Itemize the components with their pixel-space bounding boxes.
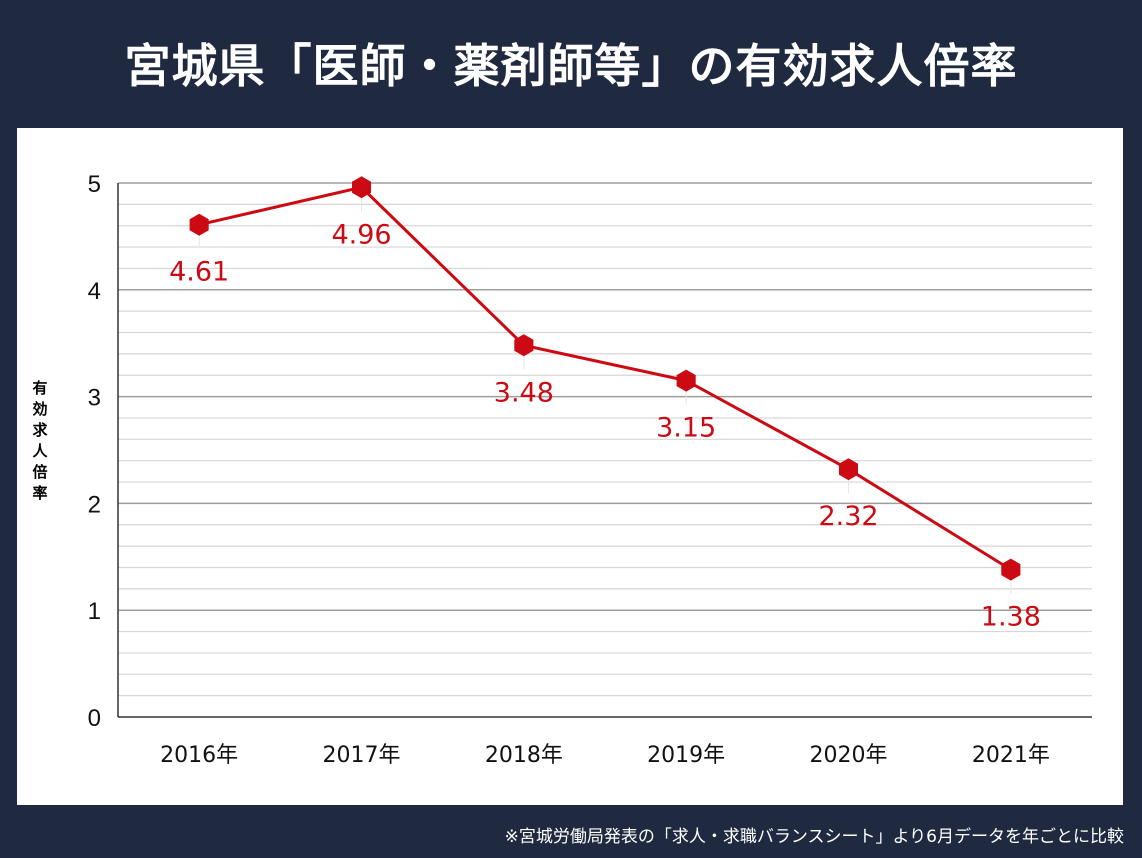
y-tick-label: 1 (88, 598, 101, 625)
series-line (198, 185, 1012, 571)
x-tick-label: 2019年 (647, 743, 725, 768)
data-label: 2.32 (818, 501, 878, 532)
plot-panel (17, 128, 1123, 805)
footnote: ※宮城労働局発表の「求人・求職バランスシート」より6月データを年ごとに比較 (504, 827, 1124, 847)
y-axis-label: 有効求人倍率 (32, 379, 48, 502)
y-tick-label: 5 (88, 171, 101, 198)
data-point-marker (514, 334, 534, 357)
data-label: 4.61 (169, 257, 229, 288)
x-tick-label: 2018年 (485, 743, 563, 768)
x-tick-label: 2017年 (323, 743, 401, 768)
chart-title: 宮城県「医師・薬剤師等」の有効求人倍率 (124, 39, 1018, 93)
data-label: 3.48 (494, 377, 554, 408)
y-tick-label: 4 (88, 278, 101, 305)
x-tick-label: 2021年 (972, 743, 1050, 768)
data-point-marker (189, 213, 209, 236)
data-point-marker (352, 176, 371, 199)
data-label: 1.38 (981, 602, 1041, 633)
y-tick-label: 0 (88, 705, 101, 732)
x-tick-label: 2016年 (160, 743, 238, 768)
y-tick-label: 3 (88, 385, 101, 412)
data-label: 3.15 (656, 413, 716, 444)
y-tick-label: 2 (88, 491, 101, 518)
x-tick-label: 2020年 (810, 743, 888, 768)
data-point-marker (676, 369, 696, 392)
data-point-marker (839, 458, 858, 481)
data-label: 4.96 (331, 219, 391, 250)
data-point-marker (1001, 558, 1021, 581)
